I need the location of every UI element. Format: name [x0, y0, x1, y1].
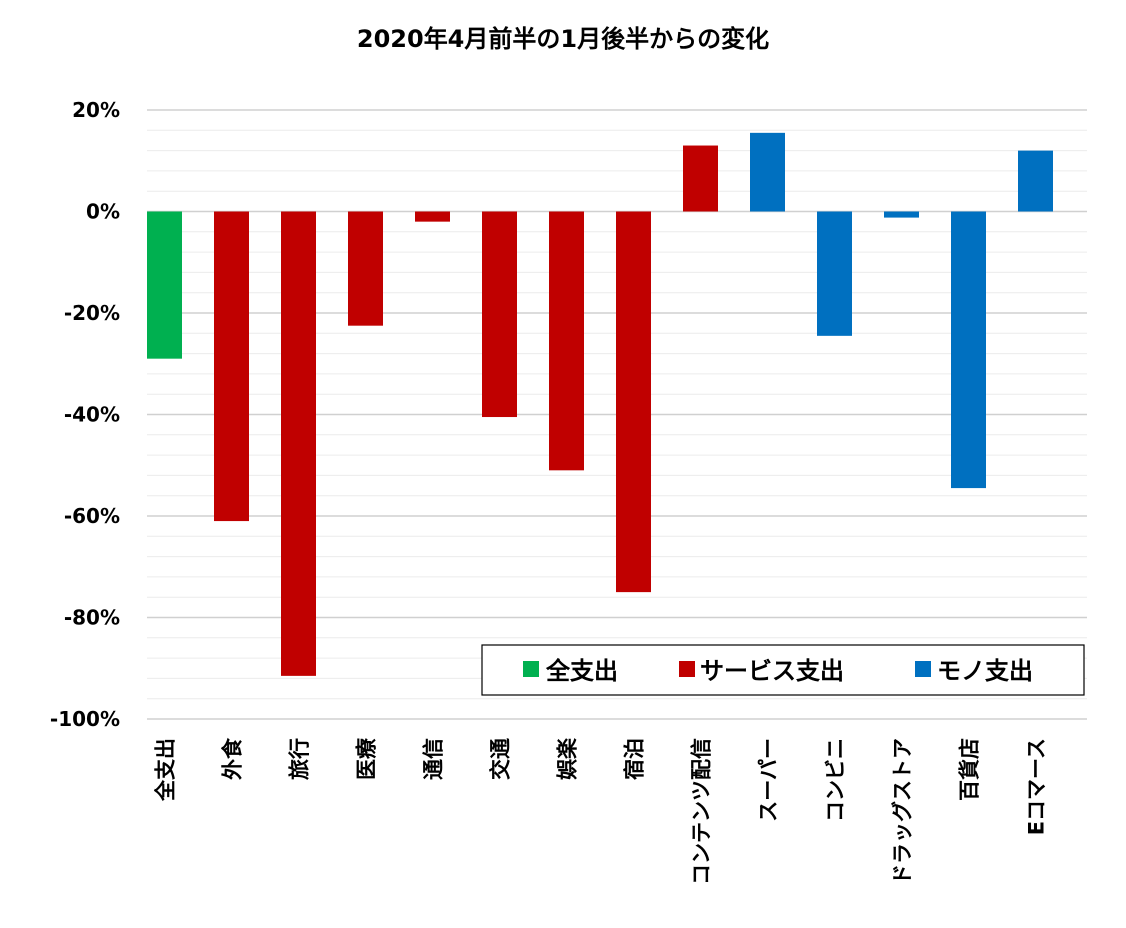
legend-label-service: サービス支出: [700, 657, 844, 685]
bar: [884, 211, 919, 218]
x-tick-label: 全支出: [154, 738, 178, 802]
x-tick-label: スーパー: [757, 738, 781, 822]
x-tick-label: ドラッグストア: [891, 738, 915, 885]
x-tick-label: コンビニ: [824, 738, 848, 822]
bar: [951, 211, 986, 489]
y-tick-label: 0%: [86, 200, 120, 224]
x-tick-label: Eコマース: [1025, 738, 1049, 835]
y-tick-label: 20%: [72, 98, 120, 122]
y-axis-ticks: 20% 0% -20% -40% -60% -80% -100%: [50, 98, 120, 731]
x-tick-label: 通信: [422, 738, 446, 780]
bar: [1018, 150, 1053, 212]
legend-label-total: 全支出: [545, 657, 618, 685]
bar: [214, 211, 249, 522]
x-tick-label: 宿泊: [623, 738, 647, 780]
bar: [147, 211, 182, 359]
legend-box: [481, 644, 1085, 696]
y-tick-label: -40%: [64, 403, 120, 427]
bar: [482, 211, 517, 418]
bar: [817, 211, 852, 336]
bars: [147, 132, 1053, 676]
x-axis-ticks: 全支出 外食 旅行 医療 通信 交通 娯楽 宿泊 コンテンツ配信 スーパー コンビニ ドラッグストア 百…: [154, 737, 1049, 885]
legend: 全支出 サービス支出 モノ支出: [481, 644, 1085, 696]
x-tick-label: 医療: [355, 737, 379, 780]
legend-swatch-total: [523, 661, 539, 677]
bar: [549, 211, 584, 471]
x-tick-label: 旅行: [288, 738, 312, 780]
bar: [750, 132, 785, 212]
bar: [281, 211, 316, 676]
y-tick-label: -80%: [64, 606, 120, 630]
chart-title: 2020年4月前半の1月後半からの変化: [357, 25, 769, 53]
x-tick-label: 外食: [221, 737, 245, 780]
y-tick-label: -20%: [64, 301, 120, 325]
x-tick-label: 百貨店: [958, 738, 982, 801]
legend-label-goods: モノ支出: [937, 657, 1033, 685]
bar: [683, 145, 718, 212]
y-tick-label: -60%: [64, 504, 120, 528]
legend-swatch-goods: [915, 661, 931, 677]
x-tick-label: コンテンツ配信: [690, 738, 714, 885]
bar: [348, 211, 383, 326]
bar: [415, 211, 450, 222]
x-tick-label: 交通: [489, 738, 513, 780]
bar: [616, 211, 651, 593]
x-tick-label: 娯楽: [556, 737, 580, 780]
y-tick-label: -100%: [50, 707, 120, 731]
legend-swatch-service: [679, 661, 695, 677]
